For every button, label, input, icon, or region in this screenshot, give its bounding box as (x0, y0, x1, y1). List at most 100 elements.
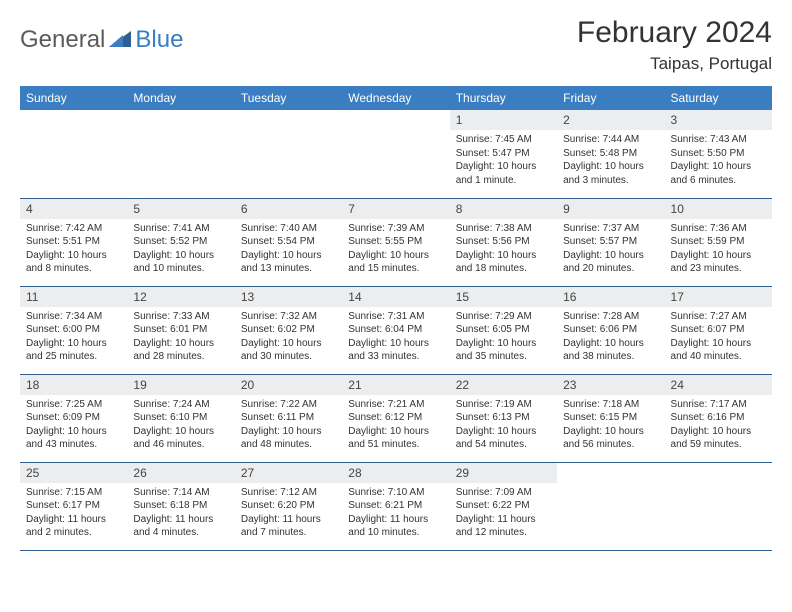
weekday-header: Monday (127, 86, 234, 110)
day-number: 6 (235, 199, 342, 219)
day-content: Sunrise: 7:36 AMSunset: 5:59 PMDaylight:… (665, 219, 772, 282)
daylight-text: Daylight: 10 hours and 20 minutes. (563, 249, 658, 276)
weekday-header-row: Sunday Monday Tuesday Wednesday Thursday… (20, 86, 772, 110)
day-content: Sunrise: 7:10 AMSunset: 6:21 PMDaylight:… (342, 483, 449, 546)
daylight-text: Daylight: 10 hours and 35 minutes. (456, 337, 551, 364)
weekday-header: Sunday (20, 86, 127, 110)
sunset-text: Sunset: 5:51 PM (26, 235, 121, 249)
day-number: 9 (557, 199, 664, 219)
sunset-text: Sunset: 6:06 PM (563, 323, 658, 337)
day-number: 11 (20, 287, 127, 307)
day-number: 7 (342, 199, 449, 219)
calendar-day-cell: 22Sunrise: 7:19 AMSunset: 6:13 PMDayligh… (450, 374, 557, 462)
daylight-text: Daylight: 10 hours and 48 minutes. (241, 425, 336, 452)
calendar-day-cell: 25Sunrise: 7:15 AMSunset: 6:17 PMDayligh… (20, 462, 127, 550)
day-content: Sunrise: 7:14 AMSunset: 6:18 PMDaylight:… (127, 483, 234, 546)
daylight-text: Daylight: 10 hours and 38 minutes. (563, 337, 658, 364)
calendar-day-cell: 18Sunrise: 7:25 AMSunset: 6:09 PMDayligh… (20, 374, 127, 462)
day-content: Sunrise: 7:43 AMSunset: 5:50 PMDaylight:… (665, 130, 772, 193)
weekday-header: Thursday (450, 86, 557, 110)
daylight-text: Daylight: 10 hours and 43 minutes. (26, 425, 121, 452)
day-number: 26 (127, 463, 234, 483)
sunrise-text: Sunrise: 7:27 AM (671, 310, 766, 324)
sunset-text: Sunset: 5:52 PM (133, 235, 228, 249)
sunset-text: Sunset: 5:55 PM (348, 235, 443, 249)
day-number: 1 (450, 110, 557, 130)
calendar-day-cell: 1Sunrise: 7:45 AMSunset: 5:47 PMDaylight… (450, 110, 557, 198)
day-number (342, 110, 449, 116)
daylight-text: Daylight: 10 hours and 18 minutes. (456, 249, 551, 276)
day-content: Sunrise: 7:09 AMSunset: 6:22 PMDaylight:… (450, 483, 557, 546)
day-number: 16 (557, 287, 664, 307)
day-number: 13 (235, 287, 342, 307)
sunset-text: Sunset: 5:56 PM (456, 235, 551, 249)
sunset-text: Sunset: 6:17 PM (26, 499, 121, 513)
day-content: Sunrise: 7:44 AMSunset: 5:48 PMDaylight:… (557, 130, 664, 193)
daylight-text: Daylight: 10 hours and 28 minutes. (133, 337, 228, 364)
sunrise-text: Sunrise: 7:42 AM (26, 222, 121, 236)
day-number: 5 (127, 199, 234, 219)
sunrise-text: Sunrise: 7:40 AM (241, 222, 336, 236)
calendar-day-cell: 12Sunrise: 7:33 AMSunset: 6:01 PMDayligh… (127, 286, 234, 374)
sunrise-text: Sunrise: 7:12 AM (241, 486, 336, 500)
calendar-day-cell: 6Sunrise: 7:40 AMSunset: 5:54 PMDaylight… (235, 198, 342, 286)
calendar-day-cell: 20Sunrise: 7:22 AMSunset: 6:11 PMDayligh… (235, 374, 342, 462)
daylight-text: Daylight: 10 hours and 46 minutes. (133, 425, 228, 452)
daylight-text: Daylight: 10 hours and 3 minutes. (563, 160, 658, 187)
sunrise-text: Sunrise: 7:41 AM (133, 222, 228, 236)
sunset-text: Sunset: 6:10 PM (133, 411, 228, 425)
sunset-text: Sunset: 6:12 PM (348, 411, 443, 425)
calendar-day-cell: 10Sunrise: 7:36 AMSunset: 5:59 PMDayligh… (665, 198, 772, 286)
sunset-text: Sunset: 6:09 PM (26, 411, 121, 425)
daylight-text: Daylight: 10 hours and 40 minutes. (671, 337, 766, 364)
calendar-day-cell: 28Sunrise: 7:10 AMSunset: 6:21 PMDayligh… (342, 462, 449, 550)
sunrise-text: Sunrise: 7:33 AM (133, 310, 228, 324)
day-content: Sunrise: 7:24 AMSunset: 6:10 PMDaylight:… (127, 395, 234, 458)
logo: General Blue (20, 16, 183, 54)
sunrise-text: Sunrise: 7:38 AM (456, 222, 551, 236)
sunset-text: Sunset: 5:50 PM (671, 147, 766, 161)
sunrise-text: Sunrise: 7:19 AM (456, 398, 551, 412)
day-content: Sunrise: 7:25 AMSunset: 6:09 PMDaylight:… (20, 395, 127, 458)
daylight-text: Daylight: 10 hours and 54 minutes. (456, 425, 551, 452)
daylight-text: Daylight: 10 hours and 30 minutes. (241, 337, 336, 364)
day-content: Sunrise: 7:37 AMSunset: 5:57 PMDaylight:… (557, 219, 664, 282)
daylight-text: Daylight: 10 hours and 1 minute. (456, 160, 551, 187)
sunset-text: Sunset: 5:47 PM (456, 147, 551, 161)
day-content: Sunrise: 7:17 AMSunset: 6:16 PMDaylight:… (665, 395, 772, 458)
sunrise-text: Sunrise: 7:37 AM (563, 222, 658, 236)
calendar-week-row: 4Sunrise: 7:42 AMSunset: 5:51 PMDaylight… (20, 198, 772, 286)
day-content: Sunrise: 7:21 AMSunset: 6:12 PMDaylight:… (342, 395, 449, 458)
logo-text-blue: Blue (135, 26, 183, 54)
day-number: 24 (665, 375, 772, 395)
day-content: Sunrise: 7:39 AMSunset: 5:55 PMDaylight:… (342, 219, 449, 282)
day-content: Sunrise: 7:33 AMSunset: 6:01 PMDaylight:… (127, 307, 234, 370)
weekday-header: Tuesday (235, 86, 342, 110)
calendar-day-cell (20, 110, 127, 198)
calendar-day-cell (342, 110, 449, 198)
sunrise-text: Sunrise: 7:21 AM (348, 398, 443, 412)
day-number: 14 (342, 287, 449, 307)
sunset-text: Sunset: 6:07 PM (671, 323, 766, 337)
day-content: Sunrise: 7:28 AMSunset: 6:06 PMDaylight:… (557, 307, 664, 370)
day-number: 15 (450, 287, 557, 307)
sunset-text: Sunset: 6:00 PM (26, 323, 121, 337)
calendar-day-cell: 24Sunrise: 7:17 AMSunset: 6:16 PMDayligh… (665, 374, 772, 462)
calendar-day-cell: 16Sunrise: 7:28 AMSunset: 6:06 PMDayligh… (557, 286, 664, 374)
sunset-text: Sunset: 6:16 PM (671, 411, 766, 425)
calendar-day-cell: 15Sunrise: 7:29 AMSunset: 6:05 PMDayligh… (450, 286, 557, 374)
sunset-text: Sunset: 5:48 PM (563, 147, 658, 161)
sunrise-text: Sunrise: 7:34 AM (26, 310, 121, 324)
day-number: 12 (127, 287, 234, 307)
day-number: 28 (342, 463, 449, 483)
calendar-day-cell: 2Sunrise: 7:44 AMSunset: 5:48 PMDaylight… (557, 110, 664, 198)
day-number: 17 (665, 287, 772, 307)
month-title: February 2024 (577, 16, 772, 50)
calendar-day-cell (665, 462, 772, 550)
day-content: Sunrise: 7:34 AMSunset: 6:00 PMDaylight:… (20, 307, 127, 370)
sunrise-text: Sunrise: 7:32 AM (241, 310, 336, 324)
day-number: 20 (235, 375, 342, 395)
sunrise-text: Sunrise: 7:31 AM (348, 310, 443, 324)
day-content: Sunrise: 7:31 AMSunset: 6:04 PMDaylight:… (342, 307, 449, 370)
daylight-text: Daylight: 11 hours and 7 minutes. (241, 513, 336, 540)
